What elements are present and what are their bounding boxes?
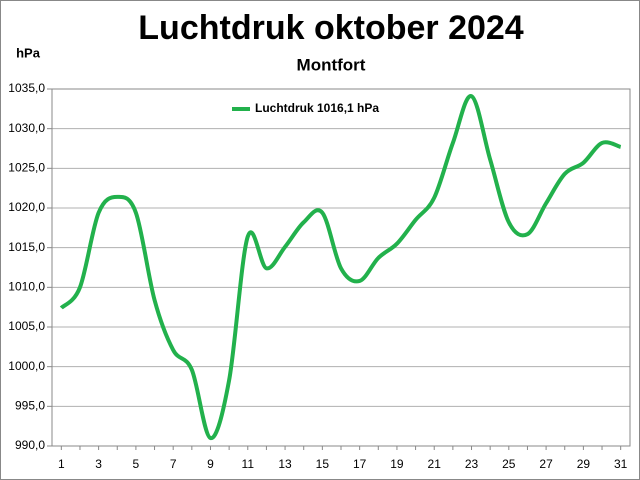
y-axis-label: hPa — [16, 45, 41, 60]
chart-subtitle: Montfort — [297, 55, 366, 74]
y-tick-label: 1000,0 — [8, 359, 45, 373]
x-tick-label: 3 — [95, 457, 102, 471]
chart-title: Luchtdruk oktober 2024 — [138, 9, 524, 47]
x-tick-label: 27 — [539, 457, 553, 471]
y-tick-label: 995,0 — [15, 399, 45, 413]
x-tick-label: 9 — [207, 457, 214, 471]
data-line — [59, 94, 622, 441]
x-tick-label: 13 — [278, 457, 292, 471]
y-tick-label: 1010,0 — [8, 280, 45, 294]
x-tick-label: 29 — [577, 457, 591, 471]
x-tick-label: 23 — [465, 457, 479, 471]
x-tick-label: 15 — [316, 457, 330, 471]
x-tick-label: 17 — [353, 457, 367, 471]
x-tick-label: 25 — [502, 457, 516, 471]
y-tick-label: 990,0 — [15, 438, 45, 452]
x-tick-label: 31 — [614, 457, 628, 471]
y-tick-label: 1035,0 — [8, 81, 45, 95]
y-tick-label: 1020,0 — [8, 200, 45, 214]
x-tick-label: 5 — [133, 457, 140, 471]
x-tick-label: 1 — [58, 457, 65, 471]
legend-label: Luchtdruk 1016,1 hPa — [255, 101, 379, 115]
y-tick-label: 1025,0 — [8, 161, 45, 175]
x-tick-label: 21 — [428, 457, 442, 471]
y-tick-label: 1005,0 — [8, 319, 45, 333]
y-tick-label: 1030,0 — [8, 121, 45, 135]
x-tick-label: 7 — [170, 457, 177, 471]
x-tick-label: 11 — [242, 457, 255, 471]
x-tick-label: 19 — [390, 457, 404, 471]
y-tick-label: 1015,0 — [8, 240, 45, 254]
